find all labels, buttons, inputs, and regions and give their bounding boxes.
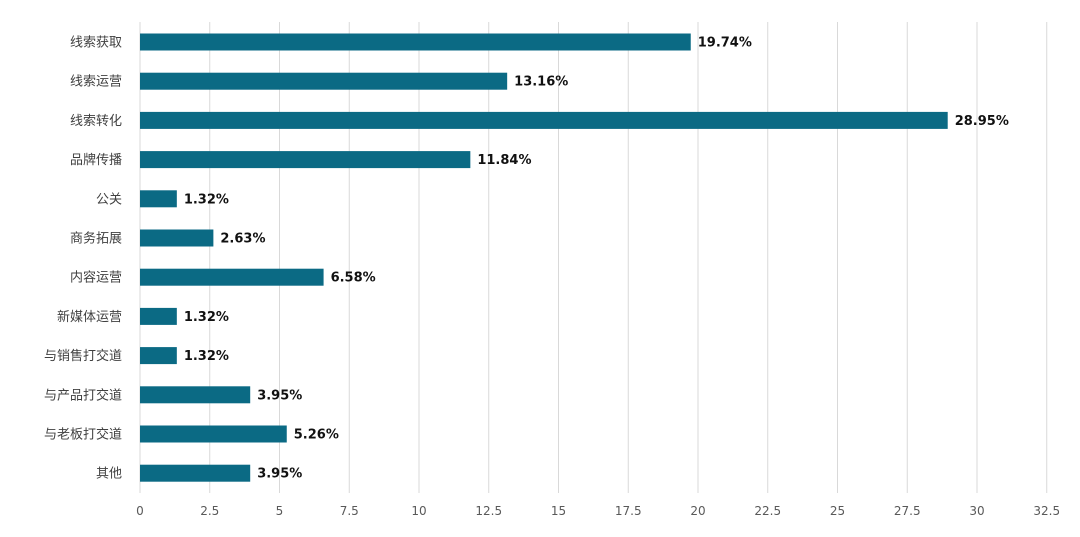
- category-label: 新媒体运营: [57, 309, 122, 325]
- category-label: 线索转化: [70, 114, 122, 129]
- category-label: 商务拓展: [70, 231, 122, 247]
- x-tick-label: 32.5: [1033, 504, 1060, 518]
- data-label: 1.32%: [184, 349, 229, 364]
- x-tick-label: 17.5: [615, 504, 642, 518]
- data-label: 5.26%: [294, 428, 339, 443]
- bar: [140, 347, 177, 365]
- bar: [140, 190, 177, 208]
- data-label: 3.95%: [257, 467, 302, 482]
- data-labels: 19.74% 13.16% 28.95% 11.84% 1.32% 2.63% 6.58% 1…: [184, 36, 1009, 482]
- x-tick-label: 12.5: [475, 504, 502, 518]
- bar: [140, 268, 324, 286]
- category-label: 与老板打交道: [44, 427, 122, 443]
- category-label: 线索获取: [70, 36, 122, 51]
- x-tick-label: 25: [830, 504, 845, 518]
- data-label: 1.32%: [184, 310, 229, 325]
- bar: [140, 33, 691, 51]
- bar: [140, 151, 471, 169]
- category-label: 公关: [96, 192, 122, 207]
- x-tick-label: 22.5: [754, 504, 781, 518]
- bar: [140, 425, 287, 443]
- grid-lines: [139, 22, 1048, 493]
- category-label: 与产品打交道: [44, 387, 122, 403]
- data-label: 3.95%: [257, 388, 302, 403]
- bar: [140, 307, 177, 325]
- x-axis-tick-labels: 0 2.5 5 7.5 10 12.5 15 17.5 20 22.5 25 27.5 30 32.5: [136, 504, 1060, 518]
- x-tick-label: 15: [551, 504, 566, 518]
- bar: [140, 229, 214, 247]
- x-tick-label: 0: [136, 504, 144, 518]
- data-label: 19.74%: [698, 36, 752, 51]
- x-tick-label: 5: [276, 504, 284, 518]
- data-label: 6.58%: [331, 271, 376, 286]
- category-label: 内容运营: [70, 270, 122, 286]
- bar: [140, 386, 251, 404]
- x-tick-label: 27.5: [894, 504, 921, 518]
- data-label: 28.95%: [955, 114, 1009, 129]
- data-label: 13.16%: [514, 75, 568, 90]
- category-labels: 线索获取线索运营线索转化品牌传播公关商务拓展内容运营新媒体运营与销售打交道与产品…: [44, 36, 122, 482]
- bars: [140, 33, 948, 482]
- bar: [140, 111, 948, 129]
- x-tick-label: 7.5: [340, 504, 359, 518]
- category-label: 与销售打交道: [44, 348, 122, 364]
- x-tick-label: 30: [969, 504, 984, 518]
- category-label: 其他: [96, 467, 122, 482]
- bar: [140, 464, 251, 482]
- x-tick-label: 20: [690, 504, 705, 518]
- data-label: 2.63%: [220, 232, 265, 247]
- bar: [140, 72, 508, 90]
- data-label: 11.84%: [477, 153, 531, 168]
- x-tick-label: 2.5: [200, 504, 219, 518]
- category-label: 线索运营: [70, 75, 122, 90]
- x-tick-label: 10: [411, 504, 426, 518]
- category-label: 品牌传播: [70, 152, 122, 168]
- data-label: 1.32%: [184, 192, 229, 207]
